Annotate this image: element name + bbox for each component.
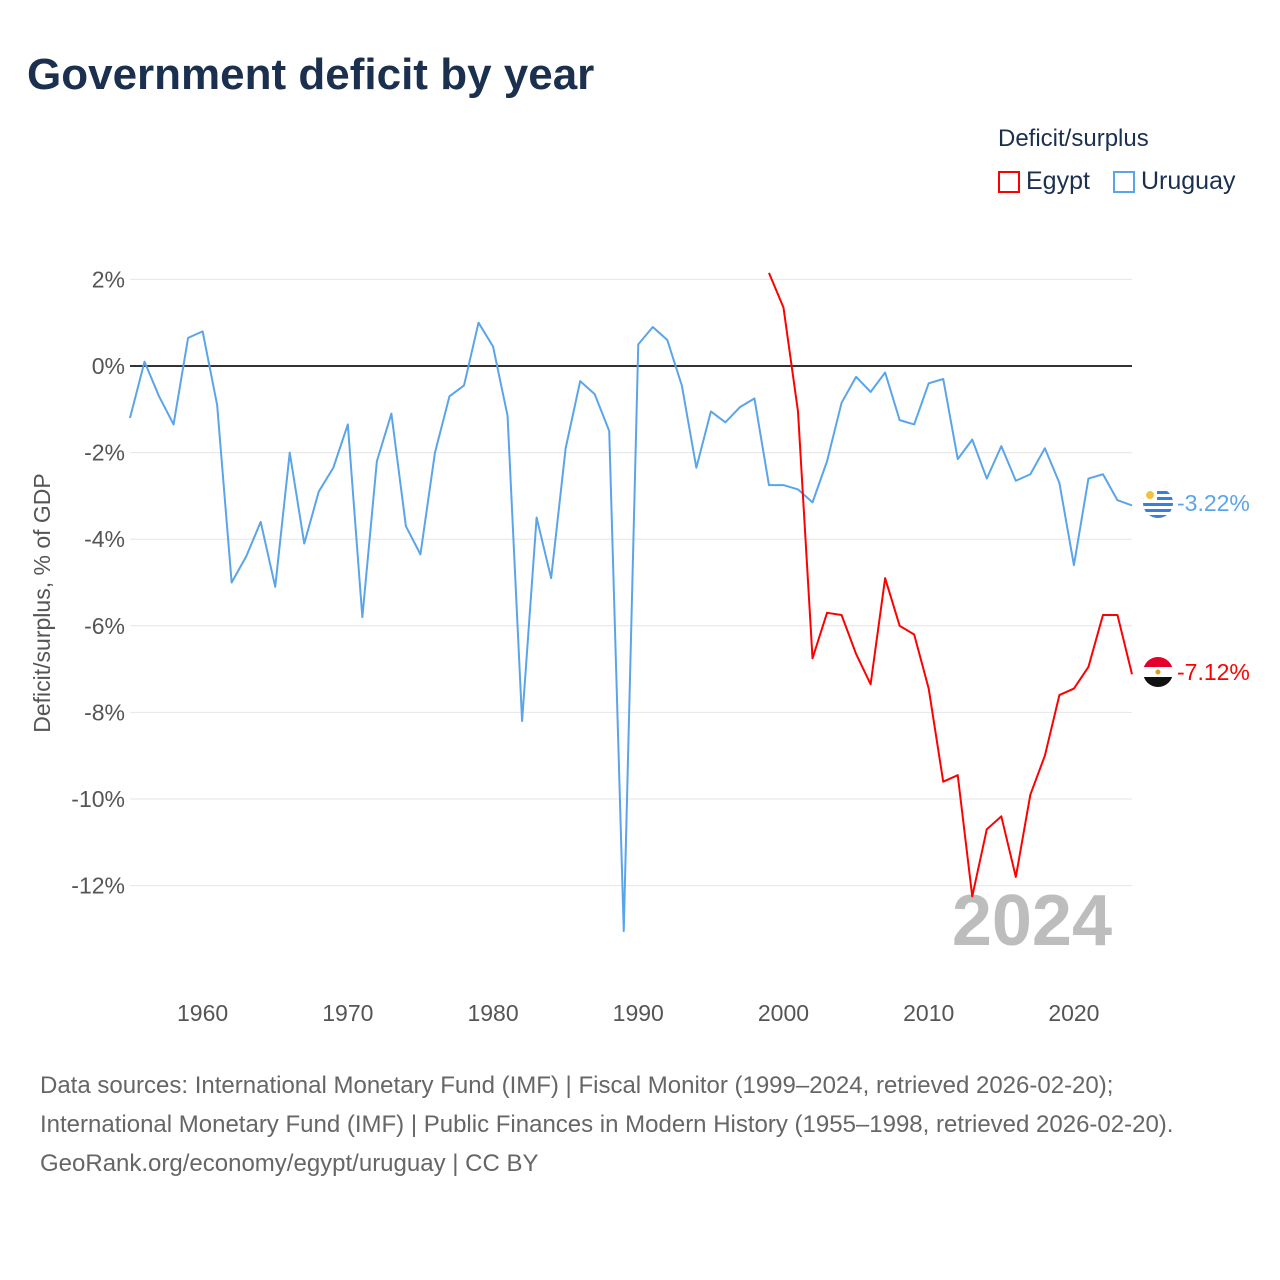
chart-title: Government deficit by year [27, 50, 595, 99]
x-tick-label: 2020 [1048, 1000, 1099, 1026]
attribution-link[interactable]: GeoRank.org/economy/egypt/uruguay | CC B… [40, 1150, 539, 1177]
x-tick-label: 1990 [613, 1000, 664, 1026]
series-line-uruguay [129, 321, 1133, 933]
x-tick-label: 1970 [322, 1000, 373, 1026]
x-tick-label: 1980 [467, 1000, 518, 1026]
legend-item-egypt[interactable]: Egypt [998, 167, 1090, 196]
x-tick-label: 2000 [758, 1000, 809, 1026]
sources-footer: Data sources: International Monetary Fun… [40, 1066, 1240, 1183]
legend-label-egypt: Egypt [1026, 167, 1090, 195]
legend-label-uruguay: Uruguay [1141, 167, 1236, 195]
y-tick-label: -2% [84, 440, 125, 466]
y-tick-label: -6% [84, 613, 125, 639]
data-sources-text: Data sources: International Monetary Fun… [40, 1072, 1174, 1138]
y-tick-label: -10% [71, 786, 125, 812]
year-watermark: 2024 [952, 881, 1112, 961]
legend-title: Deficit/surplus [998, 125, 1149, 152]
egypt-flag-icon [1143, 657, 1173, 687]
legend-swatch-uruguay [1113, 170, 1135, 193]
uruguay-flag-icon [1143, 488, 1173, 518]
x-tick-label: 2010 [903, 1000, 954, 1026]
y-tick-label: 0% [92, 353, 125, 379]
egypt-end-label: -7.12% [1177, 659, 1250, 685]
y-tick-label: -8% [84, 699, 125, 725]
y-axis-label: Deficit/surplus, % of GDP [29, 473, 55, 732]
legend-swatch-egypt [998, 170, 1020, 193]
y-tick-label: 2% [92, 266, 125, 292]
x-tick-label: 1960 [177, 1000, 228, 1026]
line-chart: 2% 0% -2% -4% -6% -8% -10% -12% 1960 1970 1980 199… [29, 266, 1250, 1026]
uruguay-end-label: -3.22% [1177, 490, 1250, 516]
y-tick-label: -4% [84, 526, 125, 552]
y-tick-label: -12% [71, 873, 125, 899]
legend-item-uruguay[interactable]: Uruguay [1113, 167, 1236, 196]
series-line-egypt [768, 272, 1133, 898]
